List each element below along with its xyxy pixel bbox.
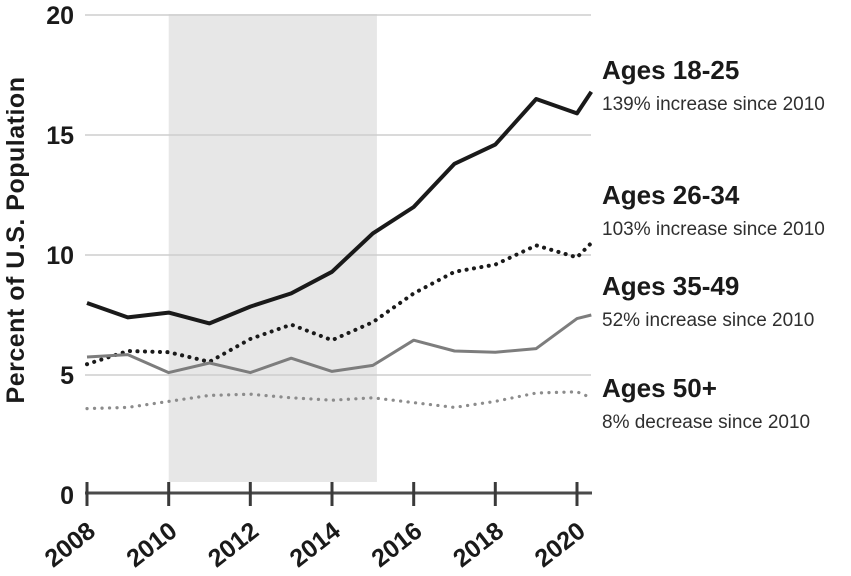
- y-axis-title: Percent of U.S. Population: [2, 77, 30, 404]
- y-tick-label-20: 20: [46, 2, 74, 30]
- legend-title: Ages 18-25: [602, 55, 740, 85]
- shaded-region-2010-2015: [168, 14, 377, 482]
- legend-subtitle: 139% increase since 2010: [602, 94, 825, 115]
- series-line-ages-18-25: [86, 90, 593, 326]
- x-tick-label-2012: 2012: [203, 517, 264, 573]
- series-line-ages-50-: [85, 390, 593, 411]
- legend: Ages 18-25 139% increase since 2010 Ages…: [602, 0, 851, 576]
- series-line-ages-35-49: [86, 313, 592, 375]
- x-tick-label-2008: 2008: [40, 517, 101, 573]
- x-tick-label-2014: 2014: [285, 517, 346, 573]
- legend-item-ages-35-49: Ages 35-49 52% increase since 2010: [602, 270, 851, 332]
- legend-title: Ages 35-49: [602, 271, 740, 301]
- legend-item-ages-18-25: Ages 18-25 139% increase since 2010: [602, 54, 851, 116]
- legend-item-ages-26-34: Ages 26-34 103% increase since 2010: [602, 179, 851, 241]
- legend-subtitle: 52% increase since 2010: [602, 310, 815, 331]
- y-tick-label-15: 15: [46, 122, 74, 150]
- y-tick-label-10: 10: [46, 242, 74, 270]
- legend-subtitle: 8% decrease since 2010: [602, 412, 811, 433]
- x-tick-label-2016: 2016: [366, 517, 427, 573]
- y-tick-label-5: 5: [60, 362, 74, 390]
- legend-item-ages-50-plus: Ages 50+ 8% decrease since 2010: [602, 372, 851, 434]
- legend-title: Ages 26-34: [602, 180, 740, 210]
- series-line-ages-26-34: [85, 241, 594, 367]
- legend-title: Ages 50+: [602, 373, 717, 403]
- x-tick-label-2018: 2018: [448, 517, 509, 573]
- x-tick-label-2010: 2010: [121, 517, 182, 573]
- x-tick-label-2020: 2020: [530, 517, 591, 573]
- y-tick-label-0: 0: [60, 482, 74, 510]
- legend-subtitle: 103% increase since 2010: [602, 219, 825, 240]
